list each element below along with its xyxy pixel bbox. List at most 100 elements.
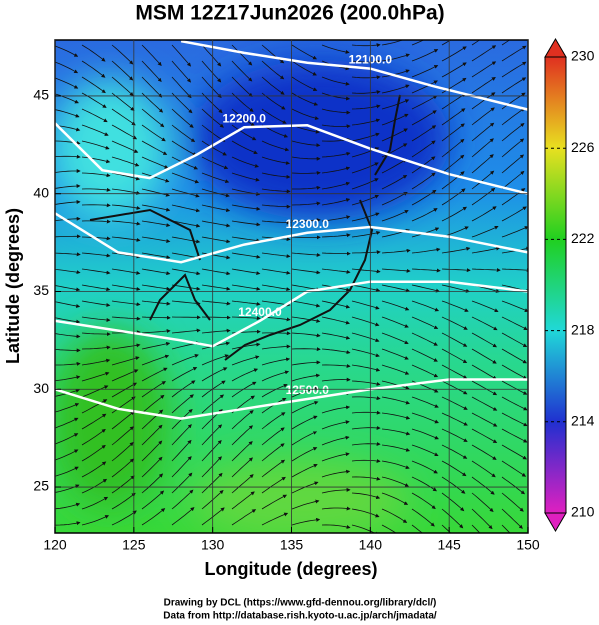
streamline xyxy=(171,124,196,143)
streamline xyxy=(81,428,106,446)
streamline xyxy=(141,367,168,382)
credit: Drawing by DCL (https://www.gfd-dennou.o… xyxy=(164,598,437,609)
streamline xyxy=(351,396,381,401)
streamline xyxy=(141,473,164,494)
streamline xyxy=(201,172,230,184)
streamline xyxy=(441,428,468,442)
streamline xyxy=(291,373,321,382)
streamline xyxy=(321,251,351,256)
streamline xyxy=(231,425,253,446)
streamline xyxy=(471,107,495,126)
streamline xyxy=(291,415,318,430)
streamline xyxy=(111,316,141,321)
streamline xyxy=(351,268,381,274)
streamline xyxy=(471,138,494,158)
streamline xyxy=(231,108,255,127)
colorbar-tick-label: 230 xyxy=(571,48,595,64)
streamline xyxy=(201,188,230,198)
streamline xyxy=(471,396,498,411)
streamline xyxy=(81,332,111,337)
streamline xyxy=(261,383,288,398)
streamline xyxy=(55,61,79,74)
streamline xyxy=(261,156,290,165)
streamline xyxy=(441,364,468,379)
streamline xyxy=(171,60,192,83)
streamline xyxy=(411,49,439,62)
colorbar-cap xyxy=(544,512,567,532)
streamline xyxy=(141,172,170,183)
streamline xyxy=(351,132,380,142)
streamline xyxy=(261,252,291,259)
streamline xyxy=(81,268,111,275)
streamline xyxy=(501,492,524,512)
streamline xyxy=(81,252,111,258)
streamline xyxy=(501,364,528,380)
streamline xyxy=(351,300,380,310)
streamline xyxy=(411,412,439,424)
contour-label: 12300.0 xyxy=(286,217,330,231)
streamline xyxy=(171,92,193,114)
streamline xyxy=(351,508,380,518)
streamline xyxy=(171,140,197,156)
streamline xyxy=(501,476,526,495)
streamline xyxy=(261,344,291,350)
streamline xyxy=(231,300,261,306)
streamline xyxy=(351,380,381,386)
streamline xyxy=(381,348,409,360)
streamline xyxy=(141,456,163,478)
streamline xyxy=(321,452,350,462)
streamline xyxy=(141,204,171,212)
streamline xyxy=(441,154,465,174)
streamline xyxy=(501,444,527,460)
streamline xyxy=(321,377,351,382)
streamline xyxy=(291,60,317,76)
streamline xyxy=(55,268,81,275)
streamline xyxy=(231,252,261,259)
streamline xyxy=(171,76,192,99)
streamline xyxy=(411,524,423,533)
streamline xyxy=(351,118,381,126)
streamline xyxy=(55,502,81,510)
streamline xyxy=(471,268,501,273)
streamline xyxy=(351,458,381,463)
contour-label: 12500.0 xyxy=(286,383,330,397)
streamline xyxy=(471,170,495,190)
streamline xyxy=(411,208,438,222)
streamline xyxy=(231,140,258,155)
streamline xyxy=(231,509,257,526)
streamline xyxy=(141,140,168,155)
streamline xyxy=(55,417,79,429)
streamline xyxy=(321,363,351,368)
streamline xyxy=(411,284,440,293)
colorbar-tick-label: 222 xyxy=(571,230,595,246)
streamline xyxy=(111,172,141,181)
streamline xyxy=(471,364,497,380)
streamline xyxy=(321,151,351,158)
streamline xyxy=(141,490,165,510)
streamline xyxy=(441,444,468,459)
streamline xyxy=(201,472,223,494)
streamline xyxy=(261,60,285,80)
streamline xyxy=(111,60,134,81)
streamline xyxy=(351,364,381,372)
streamline xyxy=(411,300,440,312)
streamline xyxy=(501,396,528,411)
streamline xyxy=(441,412,468,426)
credit: Data from http://database.rish.kyoto-u.a… xyxy=(163,611,437,622)
streamline xyxy=(411,396,439,408)
streamline xyxy=(321,524,351,529)
streamline xyxy=(55,252,81,257)
streamline xyxy=(141,354,170,366)
streamline xyxy=(81,358,111,366)
streamline xyxy=(291,447,318,462)
streamline xyxy=(381,84,410,94)
y-tick-label: 35 xyxy=(33,282,49,298)
streamline xyxy=(501,123,525,142)
x-tick-label: 125 xyxy=(122,537,146,553)
streamline xyxy=(321,405,351,414)
streamline xyxy=(81,156,111,164)
streamline xyxy=(381,158,408,174)
streamline xyxy=(201,367,228,382)
streamline xyxy=(171,456,192,478)
streamline xyxy=(81,172,111,178)
